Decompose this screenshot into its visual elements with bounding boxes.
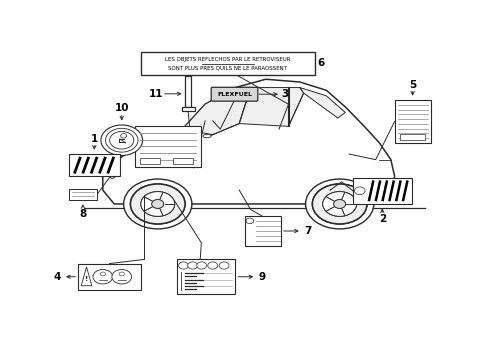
Polygon shape <box>239 87 303 126</box>
Text: 8: 8 <box>79 209 86 219</box>
Circle shape <box>130 184 184 224</box>
FancyBboxPatch shape <box>211 87 257 101</box>
Bar <box>244 216 280 246</box>
Circle shape <box>151 199 163 208</box>
Text: LES OBJETS REFLECHOS PAR LE RETROVISEUR: LES OBJETS REFLECHOS PAR LE RETROVISEUR <box>165 57 290 62</box>
Circle shape <box>101 125 142 156</box>
Ellipse shape <box>107 163 117 178</box>
Circle shape <box>100 272 105 276</box>
Circle shape <box>219 262 228 269</box>
Circle shape <box>93 270 112 284</box>
Text: 3: 3 <box>281 89 288 99</box>
Bar <box>140 158 160 164</box>
Circle shape <box>151 199 163 208</box>
Text: 2: 2 <box>378 214 385 224</box>
Circle shape <box>333 199 345 208</box>
Circle shape <box>312 184 366 224</box>
Circle shape <box>245 218 253 224</box>
Text: 5: 5 <box>408 80 415 90</box>
Text: 10: 10 <box>114 103 129 113</box>
Circle shape <box>119 272 124 276</box>
Text: 6: 6 <box>316 58 324 68</box>
Text: 9: 9 <box>258 272 265 282</box>
Text: 11: 11 <box>149 89 163 99</box>
Circle shape <box>178 262 188 269</box>
Text: FLEXFUEL: FLEXFUEL <box>217 92 251 97</box>
Circle shape <box>207 262 217 269</box>
Circle shape <box>196 262 206 269</box>
Bar <box>399 134 425 140</box>
Bar <box>176 260 235 294</box>
Bar <box>135 126 201 167</box>
Circle shape <box>109 131 134 149</box>
Bar <box>181 107 194 111</box>
Ellipse shape <box>203 134 211 138</box>
Circle shape <box>105 128 138 152</box>
Text: 4: 4 <box>54 272 61 282</box>
Bar <box>394 100 430 143</box>
Polygon shape <box>81 267 92 286</box>
Circle shape <box>112 270 131 284</box>
Text: SONT PLUS PRES QUILS NE LE PARAOSSENT: SONT PLUS PRES QUILS NE LE PARAOSSENT <box>168 66 287 71</box>
Circle shape <box>123 179 191 229</box>
Text: !: ! <box>85 276 88 282</box>
Circle shape <box>322 192 356 216</box>
Polygon shape <box>102 79 394 204</box>
Circle shape <box>141 192 174 216</box>
Polygon shape <box>299 87 345 118</box>
Bar <box>352 177 411 204</box>
Circle shape <box>121 134 126 138</box>
Circle shape <box>187 262 197 269</box>
Circle shape <box>141 192 174 216</box>
Bar <box>78 264 141 290</box>
Circle shape <box>322 192 356 216</box>
Circle shape <box>354 187 365 195</box>
Text: 7: 7 <box>303 226 310 236</box>
Bar <box>141 51 314 75</box>
Circle shape <box>130 184 184 224</box>
Bar <box>68 189 97 200</box>
Circle shape <box>333 199 345 208</box>
Circle shape <box>305 179 373 229</box>
Bar <box>68 154 120 176</box>
Circle shape <box>312 184 366 224</box>
Text: 1: 1 <box>90 134 98 144</box>
Polygon shape <box>182 87 250 135</box>
Bar <box>173 158 193 164</box>
Bar <box>184 76 191 107</box>
